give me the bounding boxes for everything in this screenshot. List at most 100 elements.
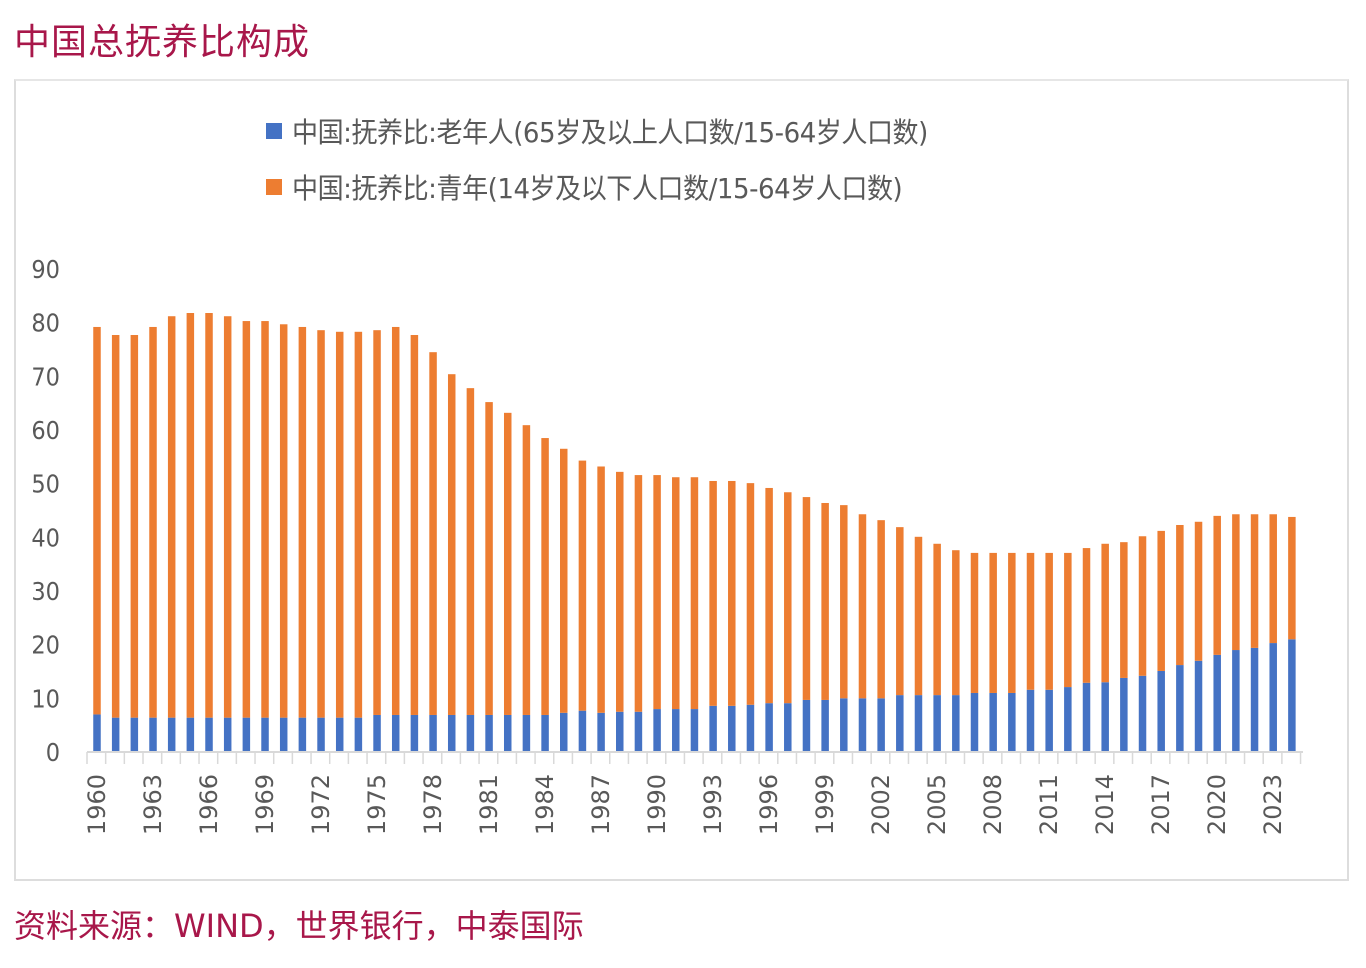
- bar-elderly-2013: [1082, 682, 1091, 752]
- bar-elderly-1983: [522, 714, 531, 752]
- chart-title: 中国总抚养比构成: [14, 22, 311, 63]
- bar-elderly-1979: [447, 714, 456, 752]
- bar-elderly-1986: [578, 710, 587, 752]
- bar-youth-1963: [149, 326, 157, 718]
- bar-youth-2005: [933, 543, 941, 696]
- bar-elderly-2016: [1138, 675, 1147, 752]
- legend-swatch-youth: [266, 179, 282, 195]
- bar-elderly-1961: [111, 717, 120, 752]
- bar-youth-1968: [242, 321, 251, 718]
- bar-youth-2020: [1213, 515, 1221, 655]
- y-tick-label: 70: [31, 362, 60, 391]
- x-tick-label: 1975: [363, 774, 391, 835]
- bar-youth-2012: [1064, 552, 1072, 688]
- legend-item-youth[interactable]: 中国:抚养比:青年(14岁及以下人口数/15-64岁人口数): [266, 159, 976, 215]
- bar-elderly-2004: [914, 695, 923, 752]
- bar-elderly-1990: [653, 709, 661, 752]
- bar-elderly-1966: [205, 717, 213, 752]
- bar-youth-1999: [821, 502, 829, 700]
- bar-youth-1978: [429, 352, 437, 715]
- y-tick-label: 90: [31, 255, 60, 284]
- bar-youth-1983: [522, 425, 531, 715]
- bar-youth-1967: [223, 316, 232, 718]
- bar-youth-2016: [1138, 536, 1147, 676]
- bar-elderly-2011: [1045, 689, 1053, 752]
- bar-elderly-2015: [1120, 677, 1128, 752]
- bar-youth-1982: [503, 412, 512, 715]
- bar-elderly-2009: [1008, 692, 1016, 752]
- bar-elderly-1993: [709, 705, 717, 752]
- bar-elderly-1972: [317, 717, 325, 752]
- bar-elderly-1971: [298, 717, 307, 752]
- x-tick-label: 1972: [307, 774, 335, 835]
- bar-youth-1972: [317, 330, 325, 718]
- bar-elderly-1997: [784, 703, 792, 752]
- bar-youth-1977: [410, 335, 419, 715]
- x-axis: 1960 1963 1966 1969 1972 1975 1978 1981 1984 1987…: [83, 751, 1303, 835]
- bar-elderly-1996: [765, 703, 773, 752]
- y-tick-label: 0: [46, 738, 60, 767]
- bar-elderly-2024: [1288, 639, 1296, 752]
- legend-label-youth: 中国:抚养比:青年(14岁及以下人口数/15-64岁人口数): [292, 172, 903, 205]
- bar-youth-2023: [1269, 514, 1277, 644]
- x-tick-label: 2014: [1091, 774, 1119, 835]
- bar-elderly-1992: [690, 709, 699, 752]
- bar-youth-1973: [335, 331, 344, 718]
- x-tick-label: 1990: [643, 774, 671, 835]
- bar-youth-2014: [1101, 543, 1109, 683]
- x-tick-label: 1981: [475, 774, 503, 835]
- bar-youth-1962: [130, 335, 139, 718]
- bar-youth-1996: [765, 487, 773, 704]
- bar-elderly-2023: [1269, 643, 1277, 752]
- bar-youth-2004: [914, 536, 923, 696]
- x-tick-label: 2011: [1035, 774, 1063, 835]
- bar-youth-2011: [1045, 552, 1053, 690]
- bar-elderly-2021: [1232, 650, 1240, 752]
- bar-youth-1990: [653, 475, 661, 710]
- bar-elderly-2003: [896, 695, 904, 752]
- bar-elderly-2001: [858, 698, 867, 752]
- bar-youth-1984: [541, 438, 549, 715]
- bar-elderly-1984: [541, 714, 549, 752]
- bar-elderly-2002: [877, 698, 885, 752]
- bar-youth-1993: [709, 480, 717, 706]
- bar-youth-2010: [1026, 552, 1035, 690]
- bar-elderly-1985: [560, 712, 568, 752]
- y-tick-label: 20: [31, 631, 60, 660]
- bar-youth-1980: [466, 388, 475, 715]
- bar-elderly-2008: [989, 692, 997, 752]
- bar-youth-1965: [186, 313, 195, 718]
- bar-elderly-1995: [746, 704, 755, 752]
- y-tick-label: 40: [31, 523, 60, 552]
- bar-youth-1976: [391, 326, 400, 715]
- bar-youth-1985: [560, 448, 568, 713]
- bar-elderly-1962: [130, 717, 139, 752]
- bar-youth-2022: [1250, 514, 1259, 648]
- y-tick-label: 60: [31, 416, 60, 445]
- bar-youth-2021: [1232, 514, 1240, 651]
- x-tick-label: 1999: [811, 774, 839, 835]
- bar-elderly-2007: [970, 692, 979, 752]
- x-tick-label: 2017: [1147, 774, 1175, 835]
- bar-youth-1964: [167, 316, 176, 718]
- bar-youth-1986: [578, 460, 587, 711]
- bar-elderly-1980: [466, 714, 475, 752]
- bar-elderly-1987: [597, 712, 605, 752]
- bar-youth-2003: [896, 527, 904, 696]
- bar-elderly-1964: [167, 717, 176, 752]
- bar-elderly-1967: [223, 717, 232, 752]
- bar-youth-1989: [634, 475, 643, 712]
- y-tick-label: 50: [31, 470, 60, 499]
- legend-item-elderly[interactable]: 中国:抚养比:老年人(65岁及以上人口数/15-64岁人口数): [266, 103, 976, 159]
- bar-elderly-2022: [1250, 647, 1259, 752]
- bar-youth-2009: [1008, 552, 1016, 693]
- bar-elderly-1999: [821, 699, 829, 752]
- x-tick-label: 1984: [531, 774, 559, 835]
- bar-elderly-2006: [952, 695, 960, 752]
- x-tick-label: 2005: [923, 774, 951, 835]
- bar-elderly-1998: [802, 699, 811, 752]
- x-tick-label: 1987: [587, 774, 615, 835]
- bar-elderly-1991: [672, 709, 680, 752]
- y-axis: 0 10 20 30 40 50 60 70 80 90: [31, 255, 60, 767]
- legend-label-elderly: 中国:抚养比:老年人(65岁及以上人口数/15-64岁人口数): [292, 116, 928, 149]
